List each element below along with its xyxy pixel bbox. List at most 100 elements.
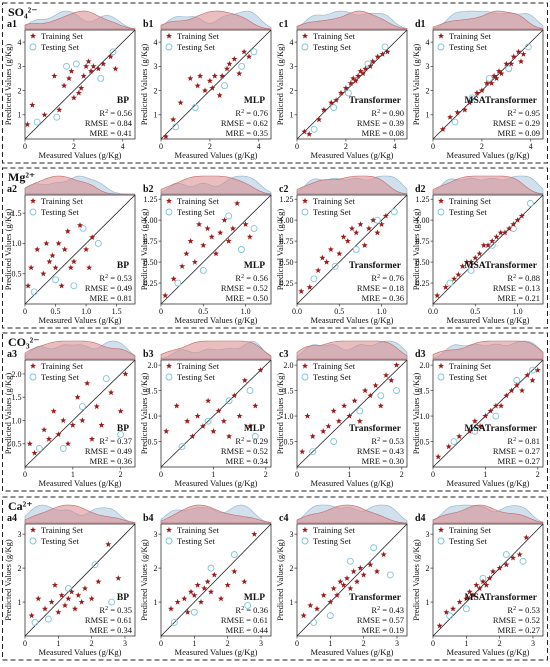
y-tick-label: 0.25 (144, 279, 158, 288)
model-name: MSATransformer (465, 96, 538, 106)
r2-value: = 0.29 (244, 436, 268, 446)
training-point (508, 387, 515, 394)
y-tick-label: 0.75 (416, 237, 430, 246)
x-axis-label: Measured Values (g/Kg) (447, 315, 530, 325)
testing-point (310, 275, 318, 283)
training-point (198, 598, 204, 605)
x-tick-label: 2 (90, 639, 94, 648)
legend-train-marker (166, 32, 172, 39)
r2-superscript: 2 (513, 606, 516, 612)
x-axis-label: Measured Values (g/Kg) (39, 647, 122, 657)
training-point (42, 605, 48, 612)
training-point (251, 531, 258, 537)
training-point (320, 428, 327, 434)
y-tick-label: 2.0 (284, 361, 294, 370)
y-tick-label: 0.5 (12, 270, 22, 279)
testing-point (485, 74, 493, 82)
training-point (217, 229, 224, 236)
r2-superscript: 2 (241, 606, 244, 612)
panel-id-label: d2 (415, 184, 426, 195)
y-tick-label: 2 (290, 86, 294, 95)
y-tick-label: 1 (426, 598, 430, 607)
model-name: MSATransformer (465, 424, 538, 434)
testing-point (199, 267, 207, 274)
legend-test-marker (437, 208, 445, 216)
training-point (483, 80, 490, 86)
training-point (75, 89, 82, 96)
training-point (334, 592, 340, 598)
density-training (432, 340, 544, 360)
testing-point (72, 60, 80, 68)
y-tick-label: 1.5 (420, 386, 430, 395)
legend-train-marker (302, 197, 308, 204)
legend-test-marker (165, 43, 173, 51)
rmse-stat: RMSE = 0.84 (85, 118, 133, 128)
x-tick-label: 1.0 (513, 307, 523, 316)
training-point (362, 65, 369, 72)
mre-stat: MRE = 0.21 (498, 293, 540, 303)
model-name: MLP (244, 424, 265, 434)
testing-point (492, 412, 500, 420)
x-axis-label: Measured Values (g/Kg) (447, 647, 530, 657)
mre-stat: MRE = 0.34 (90, 625, 133, 635)
legend-train-label: Training Set (177, 361, 220, 371)
training-point (105, 541, 112, 547)
training-point (100, 60, 107, 67)
rmse-stat: RMSE = 0.61 (85, 615, 132, 625)
mre-stat: MRE = 0.08 (362, 128, 404, 138)
training-point (78, 598, 85, 605)
training-point (46, 258, 53, 265)
x-tick-label: 0 (295, 142, 299, 151)
training-point (514, 217, 521, 223)
x-axis-label: Measured Values (g/Kg) (311, 150, 394, 160)
density-training (160, 340, 272, 360)
training-point (162, 292, 169, 299)
x-axis-label: Measured Values (g/Kg) (39, 315, 122, 325)
training-point (35, 595, 42, 602)
y-tick-label: 2 (154, 564, 158, 573)
training-point (236, 70, 243, 77)
testing-point (386, 571, 394, 579)
r2-superscript: 2 (377, 437, 380, 443)
legend-test-label: Testing Set (41, 536, 80, 546)
mre-stat: MRE = 0.09 (498, 128, 540, 138)
training-point (208, 588, 214, 595)
training-point (299, 448, 306, 455)
testing-point (468, 94, 476, 102)
training-point (346, 412, 353, 419)
training-point (88, 68, 94, 74)
training-point (191, 592, 198, 598)
legend-train-marker (30, 32, 36, 39)
y-tick-label: 1.5 (148, 386, 158, 395)
x-tick-label: 4 (121, 142, 125, 151)
training-point (529, 377, 536, 383)
training-point (377, 402, 384, 409)
training-point (48, 598, 55, 605)
panel-id-label: d3 (415, 349, 426, 360)
x-tick-label: 2 (72, 142, 76, 151)
testing-point (33, 118, 41, 126)
training-point (501, 229, 508, 236)
training-point (341, 402, 348, 409)
training-point (483, 581, 490, 588)
identity-line (24, 359, 136, 468)
training-point (107, 53, 114, 60)
training-point (184, 609, 191, 615)
testing-point (250, 225, 258, 232)
training-point (357, 68, 364, 74)
y-tick-label: 2 (18, 86, 22, 95)
training-point (211, 72, 218, 79)
testing-point (64, 585, 72, 592)
x-tick-label: 1.5 (112, 307, 122, 316)
testing-point (97, 74, 105, 82)
legend-train-marker (438, 197, 444, 204)
training-point (257, 367, 264, 373)
training-point (61, 246, 68, 253)
legend-test-label: Testing Set (449, 536, 488, 546)
training-point (374, 229, 381, 236)
y-tick-label: 0.50 (416, 258, 430, 267)
identity-line (296, 359, 408, 468)
training-point (534, 367, 541, 373)
training-point (231, 568, 238, 575)
testing-point (172, 123, 180, 131)
